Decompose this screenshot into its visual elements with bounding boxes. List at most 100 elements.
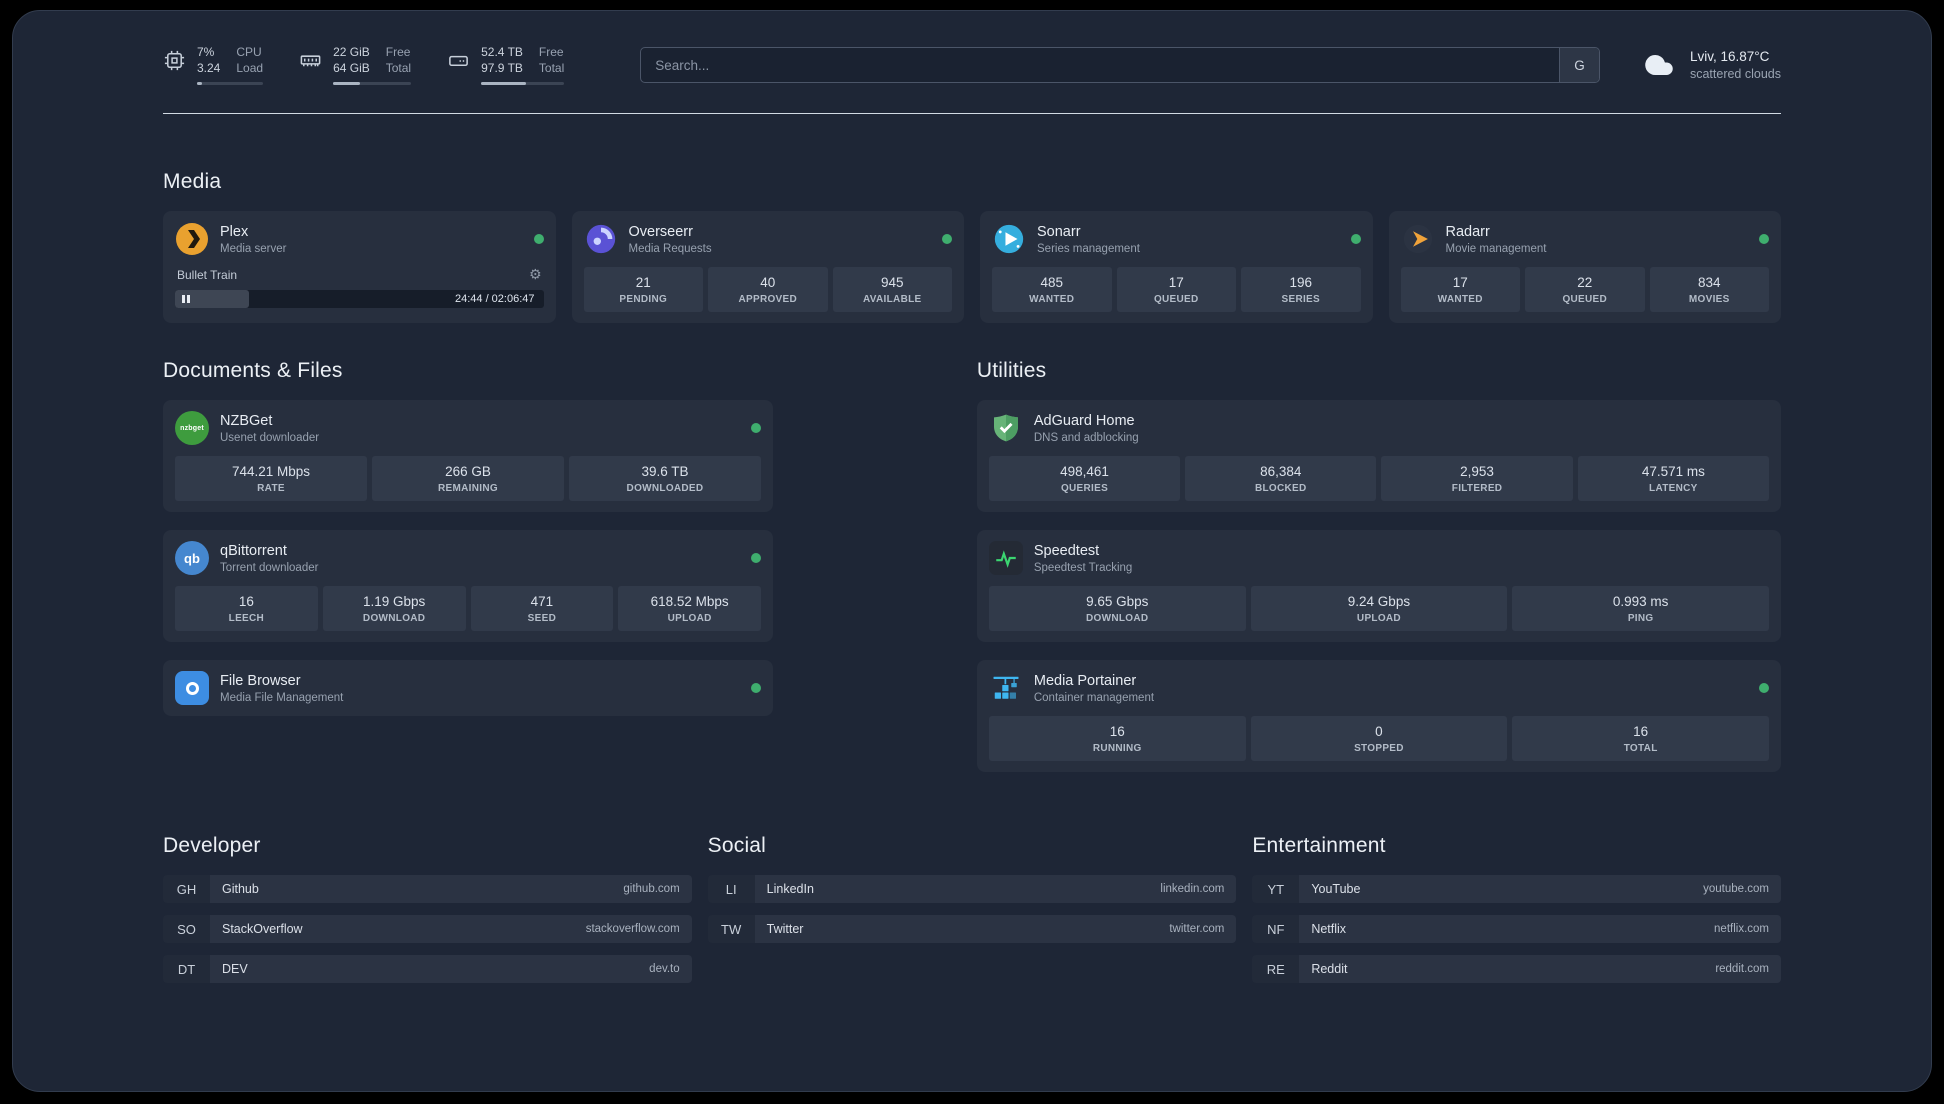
bookmark-twitter[interactable]: TW Twitter twitter.com [707, 915, 1237, 943]
stat-rate: 744.21 Mbps RATE [175, 456, 367, 501]
bookmark-netflix[interactable]: NF Netflix netflix.com [1252, 915, 1781, 943]
disk-icon [449, 56, 469, 67]
bookmark-abbr: GH [163, 875, 210, 903]
stat-download: 9.65 Gbps DOWNLOAD [988, 586, 1246, 631]
stat-total: 16 TOTAL [1512, 716, 1770, 761]
stat-download: 1.19 Gbps DOWNLOAD [322, 586, 466, 631]
app-card-filebrowser: File Browser Media File Management [163, 660, 773, 716]
speedtest-icon [988, 541, 1023, 575]
bookmark-name: Github [222, 882, 259, 896]
stat-running: 16 RUNNING [988, 716, 1246, 761]
bookmark-name: Twitter [766, 922, 804, 936]
app-link-radarr[interactable]: Radarr Movie management [1401, 222, 1769, 256]
cpu-percent: 7% [197, 45, 215, 60]
app-card-sonarr: Sonarr Series management 485 WANTED 17 QUE… [980, 211, 1373, 323]
app-name: qBittorrent [220, 542, 287, 559]
status-dot [1759, 234, 1769, 244]
app-link-nzbget[interactable]: nzbget NZBGet Usenet downloader [175, 411, 761, 445]
bookmark-name: LinkedIn [766, 882, 814, 896]
media-card-grid: Plex Media server Bullet Train ⚙ 24:44 /… [163, 211, 1781, 323]
app-link-filebrowser[interactable]: File Browser Media File Management [175, 671, 761, 705]
bookmark-url: stackoverflow.com [585, 923, 680, 935]
section-title-utilities: Utilities [976, 359, 1047, 382]
app-card-radarr: Radarr Movie management 17 WANTED 22 QUEUE… [1388, 211, 1781, 323]
stat-queued: 17 QUEUED [1116, 267, 1236, 312]
bookmark-name: YouTube [1311, 882, 1361, 896]
bookmark-stackoverflow[interactable]: SO StackOverflow stackoverflow.com [163, 915, 692, 943]
adguard-icon [989, 411, 1023, 445]
weather-widget: Lviv, 16.87°C scattered clouds [1640, 49, 1781, 81]
cpu-widget: 7% 3.24 CPU Load [163, 45, 264, 85]
app-link-portainer[interactable]: Media Portainer Container management [989, 671, 1769, 705]
status-dot [1350, 234, 1361, 244]
radarr-icon [1401, 222, 1435, 256]
app-link-speedtest[interactable]: Speedtest Speedtest Tracking [988, 541, 1769, 575]
app-card-qbittorrent: qb qBittorrent Torrent downloader 16 LEEC… [163, 530, 773, 642]
status-dot [750, 553, 761, 563]
bookmark-abbr: LI [707, 875, 755, 903]
bookmark-abbr: RE [1252, 955, 1300, 983]
app-subtitle: Media server [220, 242, 287, 255]
bookmark-url: youtube.com [1703, 883, 1769, 895]
bookmark-abbr: YT [1252, 875, 1300, 903]
bookmark-name: DEV [222, 962, 248, 976]
status-dot [750, 423, 761, 433]
disk-free-value: 52.4 TB [481, 45, 523, 60]
portainer-icon [989, 671, 1023, 705]
bookmark-url: reddit.com [1715, 963, 1769, 975]
top-bar: 7% 3.24 CPU Load 22 GiB [163, 41, 1781, 89]
bookmark-url: netflix.com [1714, 923, 1769, 935]
app-subtitle: Media Requests [628, 242, 712, 255]
documents-column: Documents & Files nzbget NZBGet Usenet d… [163, 359, 773, 772]
app-name: Radarr [1445, 223, 1490, 240]
app-link-overseerr[interactable]: Overseerr Media Requests [584, 222, 952, 256]
stat-wanted: 485 WANTED [992, 267, 1112, 312]
stat-queued: 22 QUEUED [1525, 267, 1645, 312]
bookmark-reddit[interactable]: RE Reddit reddit.com [1252, 955, 1781, 983]
memory-free-label: Free [385, 45, 411, 60]
app-name: NZBGet [220, 412, 273, 429]
gear-icon[interactable]: ⚙ [528, 266, 542, 282]
bookmark-url: github.com [623, 883, 680, 895]
app-card-overseerr: Overseerr Media Requests 21 PENDING 40 APP… [571, 211, 964, 323]
search-input[interactable] [641, 57, 1559, 73]
app-card-adguard: AdGuard Home DNS and adblocking 498,461 Q… [976, 400, 1781, 512]
playback-progress-fill [175, 290, 249, 308]
app-subtitle: Series management [1037, 242, 1140, 255]
bookmark-name: Reddit [1311, 962, 1348, 976]
app-link-plex[interactable]: Plex Media server [175, 222, 544, 256]
qbittorrent-icon: qb [175, 541, 209, 575]
stat-leech: 16 LEECH [175, 586, 318, 631]
playback-progress-bar: 24:44 / 02:06:47 [175, 290, 544, 308]
app-subtitle: Torrent downloader [220, 561, 319, 574]
weather-location: Lviv, 16.87°C [1689, 49, 1770, 64]
status-dot [750, 683, 761, 693]
app-link-sonarr[interactable]: Sonarr Series management [992, 222, 1361, 256]
bookmark-youtube[interactable]: YT YouTube youtube.com [1252, 875, 1781, 903]
search-provider-button[interactable]: G [1558, 48, 1599, 82]
disk-free-label: Free [538, 45, 564, 60]
memory-total-value: 64 GiB [333, 61, 370, 75]
disk-total-label: Total [538, 61, 565, 75]
stat-remaining: 266 GB REMAINING [372, 456, 564, 501]
app-name: File Browser [220, 672, 301, 689]
stat-latency: 47.571 ms LATENCY [1577, 456, 1769, 501]
app-name: Media Portainer [1033, 672, 1137, 689]
bookmark-dev[interactable]: DT DEV dev.to [163, 955, 692, 983]
status-dot [533, 234, 544, 244]
app-subtitle: DNS and adblocking [1033, 431, 1139, 444]
app-link-qbittorrent[interactable]: qb qBittorrent Torrent downloader [175, 541, 761, 575]
app-subtitle: Container management [1033, 691, 1155, 704]
bookmark-url: linkedin.com [1160, 883, 1225, 895]
section-title-developer: Developer [163, 834, 261, 857]
bookmark-abbr: DT [163, 955, 210, 983]
disk-total-value: 97.9 TB [481, 61, 523, 75]
stat-blocked: 86,384 BLOCKED [1185, 456, 1377, 501]
bookmark-name: Netflix [1311, 922, 1347, 936]
app-link-adguard[interactable]: AdGuard Home DNS and adblocking [989, 411, 1769, 445]
memory-total-label: Total [385, 61, 412, 75]
sonarr-icon [992, 222, 1026, 256]
bookmark-github[interactable]: GH Github github.com [163, 875, 692, 903]
cpu-label: CPU [236, 45, 262, 60]
bookmark-linkedin[interactable]: LI LinkedIn linkedin.com [707, 875, 1237, 903]
